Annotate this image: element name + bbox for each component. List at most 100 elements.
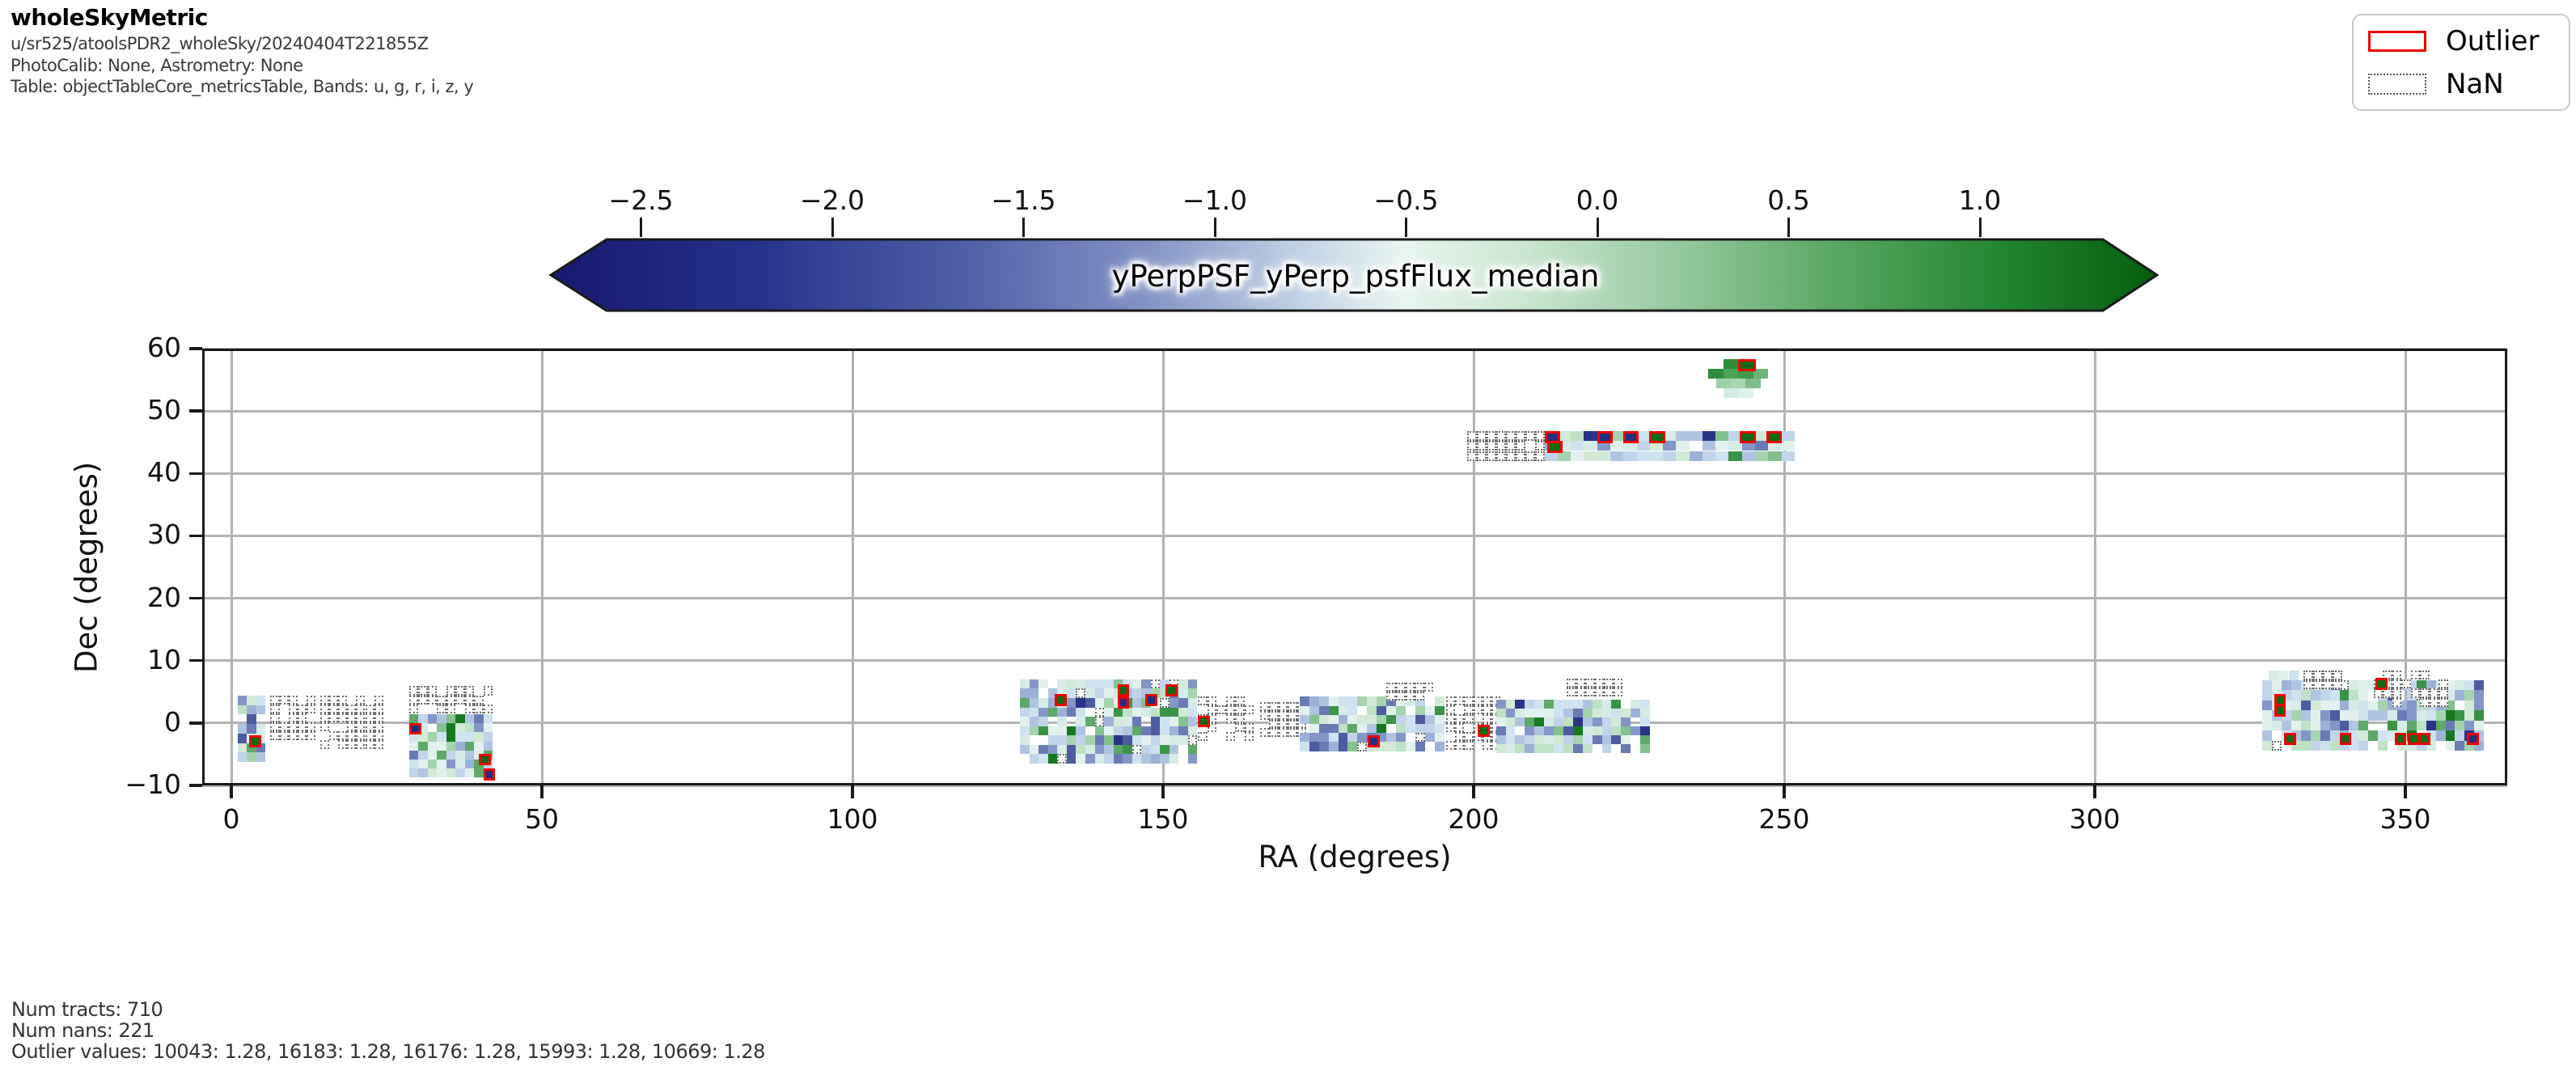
nan-cell (2373, 688, 2384, 698)
nan-cell (2429, 697, 2439, 707)
tract-cell (1424, 705, 1435, 715)
tract-cell (1631, 726, 1641, 736)
tract-cell (1085, 754, 1095, 764)
tract-cell (1621, 744, 1631, 754)
nan-cell (279, 730, 289, 740)
tract-cell (1076, 726, 1085, 736)
tract-cell (2445, 679, 2455, 691)
tract-cell (2445, 720, 2455, 731)
tract-cell (1715, 451, 1729, 461)
tract-cell (1505, 709, 1516, 718)
tract-cell (2282, 679, 2292, 691)
tract-cell (437, 750, 446, 760)
tract-cell (1781, 451, 1795, 461)
nan-cell (1496, 430, 1506, 442)
tract-cell (1141, 735, 1151, 745)
tract-cell (1415, 696, 1425, 706)
tract-cell (1515, 717, 1525, 727)
nan-cell (356, 739, 366, 749)
tract-cell (1609, 451, 1624, 461)
nan-cell (1288, 728, 1297, 738)
tract-cell (1621, 717, 1631, 727)
gridline-vertical (1161, 349, 1165, 785)
tract-cell (1047, 744, 1058, 755)
tract-cell (1085, 735, 1095, 745)
tract-cell (247, 743, 256, 753)
tract-cell (1495, 709, 1506, 718)
tract-cell (2262, 700, 2273, 711)
y-tick-label: 30 (147, 518, 181, 551)
x-tick-mark (1783, 785, 1786, 798)
tract-cell (2300, 690, 2311, 700)
tract-cell (2464, 740, 2475, 751)
tract-cell (408, 768, 419, 778)
tract-cell (464, 768, 475, 778)
tract-cell (2349, 700, 2359, 711)
tract-cell (1525, 717, 1535, 727)
nan-cell (338, 704, 348, 713)
tract-cell (1592, 700, 1602, 709)
tract-cell (437, 768, 446, 778)
tract-cell (1495, 700, 1506, 709)
x-tick-label: 350 (2379, 803, 2431, 835)
tract-cell (2406, 710, 2417, 721)
tract-cell (1299, 714, 1309, 724)
nan-cell (2383, 671, 2392, 680)
tract-cell (1066, 707, 1077, 717)
tract-cell (1178, 726, 1188, 736)
tract-cell (1505, 717, 1516, 727)
tract-cell (1057, 688, 1067, 698)
plot-area: 0 50 100 150 200 250 300 350 60 50 40 30 20 10 0 −10 (125, 332, 2507, 835)
tract-cell (1123, 754, 1132, 764)
tract-cell (2291, 679, 2301, 691)
tract-cell (1396, 696, 1406, 706)
tract-cell (1730, 379, 1746, 388)
nan-cell (427, 686, 438, 696)
tract-cell (237, 743, 247, 753)
tract-cell (2329, 730, 2340, 741)
tract-cell (1676, 451, 1690, 461)
colorbar-tick-mark (1022, 218, 1025, 237)
tract-cell (1738, 387, 1753, 398)
tract-cell (1029, 679, 1039, 689)
tract-cell (1076, 717, 1085, 726)
nan-cell (1534, 430, 1545, 442)
tract-cell (1505, 735, 1516, 745)
tract-cell (455, 741, 465, 751)
tract-cell (2300, 700, 2311, 711)
tract-cell (2464, 710, 2475, 721)
outlier-cell (1165, 684, 1178, 696)
tract-cell (1636, 441, 1650, 451)
nan-cell (1076, 688, 1085, 698)
y-tick-mark (189, 347, 202, 350)
tract-cell (2445, 730, 2455, 741)
tract-cell (2474, 730, 2485, 741)
tract-cell (1623, 451, 1637, 461)
tract-cell (1169, 726, 1179, 736)
tract-cell (1663, 430, 1677, 442)
nan-cell (1259, 701, 1270, 711)
nan-cell (474, 695, 484, 705)
nan-cell (347, 739, 357, 749)
nan-cell (1464, 714, 1474, 724)
tract-cell (1572, 709, 1583, 718)
nan-cell (1477, 441, 1487, 451)
tract-cell (1299, 742, 1309, 751)
nan-cell (1288, 719, 1297, 729)
tract-cell (2455, 740, 2465, 751)
tract-cell (1328, 742, 1339, 751)
tract-cell (1299, 733, 1309, 743)
tract-cell (1582, 717, 1593, 727)
tract-cell (1434, 733, 1445, 743)
tract-cell (1611, 700, 1622, 709)
tract-cell (2464, 700, 2475, 711)
tract-cell (1160, 679, 1170, 689)
tract-cell (237, 733, 247, 743)
tract-cell (1434, 696, 1445, 706)
tract-cell (1405, 696, 1415, 706)
tract-cell (2349, 710, 2359, 721)
tract-cell (1563, 709, 1573, 718)
tract-cell (1299, 705, 1309, 715)
nan-cell (1515, 430, 1525, 442)
